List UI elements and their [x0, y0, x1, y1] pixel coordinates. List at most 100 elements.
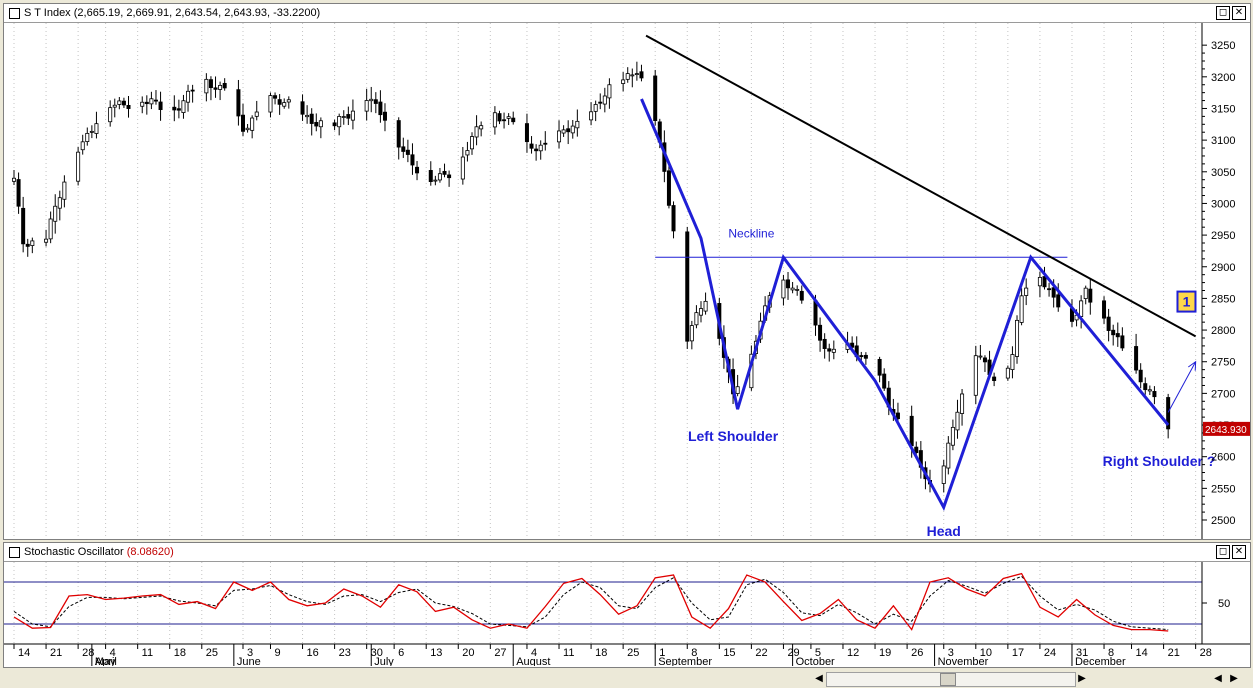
candle-down: [378, 101, 383, 116]
date-tick-label: 20: [462, 647, 474, 659]
candle-down: [442, 170, 447, 175]
neckline-label: Neckline: [728, 226, 774, 240]
close-icon[interactable]: ✕: [1232, 6, 1246, 20]
close-icon[interactable]: ✕: [1232, 545, 1246, 559]
candle-up: [350, 110, 355, 121]
candle-down: [1051, 287, 1056, 298]
candle-down: [786, 279, 791, 289]
candle-down: [277, 99, 282, 105]
candle-up: [479, 125, 484, 130]
candle-up: [689, 325, 694, 342]
candle-down: [176, 108, 181, 111]
candle-up: [254, 111, 259, 117]
date-tick-label: 16: [307, 647, 319, 659]
price-chart-panel: S T Index (2,665.19, 2,669.91, 2,643.54,…: [3, 3, 1251, 540]
candle-down: [511, 117, 516, 123]
date-tick-label: 3: [948, 647, 954, 659]
date-tick-label: 26: [911, 647, 923, 659]
candle-up: [625, 73, 630, 80]
candle-down: [309, 113, 314, 124]
candle-down: [1152, 391, 1157, 398]
panel-menu-icon[interactable]: [9, 547, 20, 558]
candle-down: [447, 174, 452, 179]
candle-up: [694, 312, 699, 326]
candle-up: [433, 179, 438, 182]
candle-up: [593, 104, 598, 112]
scroll-right-icon[interactable]: ▶: [1230, 673, 1238, 684]
horizontal-scrollbar[interactable]: ◀ ▶ ◀ ▶: [0, 670, 1253, 688]
date-tick-label: 3: [247, 647, 253, 659]
price-tick-label: 2750: [1211, 357, 1235, 369]
head-label: Head: [927, 523, 961, 539]
candle-down: [401, 146, 406, 152]
candle-down: [982, 357, 987, 363]
panel-menu-icon[interactable]: [9, 8, 20, 19]
date-tick-label: 11: [142, 647, 153, 659]
date-tick-label: 4: [531, 647, 537, 659]
candle-up: [140, 101, 145, 107]
price-tick-label: 3250: [1211, 40, 1235, 52]
date-tick-label: 31: [1076, 647, 1088, 659]
candle-down: [822, 338, 827, 349]
candle-down: [415, 166, 420, 174]
candle-down: [1056, 294, 1061, 308]
date-tick-label: 4: [110, 647, 116, 659]
candle-up: [703, 300, 708, 312]
candle-up: [492, 112, 497, 128]
date-tick-label: 22: [755, 647, 767, 659]
candle-down: [1111, 329, 1116, 336]
candle-up: [602, 95, 607, 105]
candle-up: [781, 279, 786, 299]
candle-up: [1037, 276, 1042, 287]
candle-down: [405, 149, 410, 155]
candle-up: [76, 151, 81, 182]
date-tick-label: 30: [371, 647, 383, 659]
candle-up: [186, 90, 191, 103]
candle-up: [589, 111, 594, 121]
candle-up: [305, 114, 310, 118]
candle-down: [172, 106, 177, 111]
date-tick-label: 25: [206, 647, 218, 659]
candle-up: [950, 426, 955, 446]
candle-down: [685, 231, 690, 342]
oscillator-value: (8.08620): [126, 546, 174, 558]
candle-down: [1166, 397, 1171, 430]
last-price-tag: [1203, 421, 1250, 436]
projection-arrowhead: [1188, 360, 1197, 371]
candle-up: [53, 205, 58, 222]
candle-up: [117, 100, 122, 105]
date-tick-label: 15: [723, 647, 735, 659]
candle-down: [428, 170, 433, 182]
restore-icon[interactable]: ◻: [1216, 545, 1230, 559]
candle-up: [85, 132, 90, 142]
candle-up: [364, 100, 369, 112]
candle-down: [25, 243, 30, 247]
candle-down: [827, 348, 832, 352]
price-tick-label: 3050: [1211, 167, 1235, 179]
date-tick-label: 18: [174, 647, 186, 659]
candle-down: [1047, 288, 1052, 291]
candle-up: [575, 120, 580, 129]
candle-up: [1079, 300, 1084, 317]
scroll-left-icon[interactable]: ◀: [1214, 673, 1222, 684]
scrollbar-thumb[interactable]: [940, 673, 956, 686]
candle-up: [607, 84, 612, 99]
candle-up: [955, 411, 960, 431]
candle-down: [346, 114, 351, 119]
ohlc-readout: (2,665.19, 2,669.91, 2,643.54, 2,643.93,…: [73, 7, 321, 19]
candle-up: [369, 98, 374, 102]
price-tick-label: 2500: [1211, 515, 1235, 527]
scroll-right-icon[interactable]: ▶: [1078, 673, 1086, 684]
candle-up: [831, 348, 836, 353]
restore-icon[interactable]: ◻: [1216, 6, 1230, 20]
candle-down: [497, 113, 502, 122]
candle-down: [1102, 300, 1107, 319]
candle-up: [250, 117, 255, 131]
candle-down: [639, 71, 644, 79]
price-tick-label: 3200: [1211, 72, 1235, 84]
candle-up: [960, 393, 965, 414]
date-tick-label: 19: [879, 647, 891, 659]
scroll-left-icon[interactable]: ◀: [815, 673, 823, 684]
candle-down: [882, 373, 887, 389]
